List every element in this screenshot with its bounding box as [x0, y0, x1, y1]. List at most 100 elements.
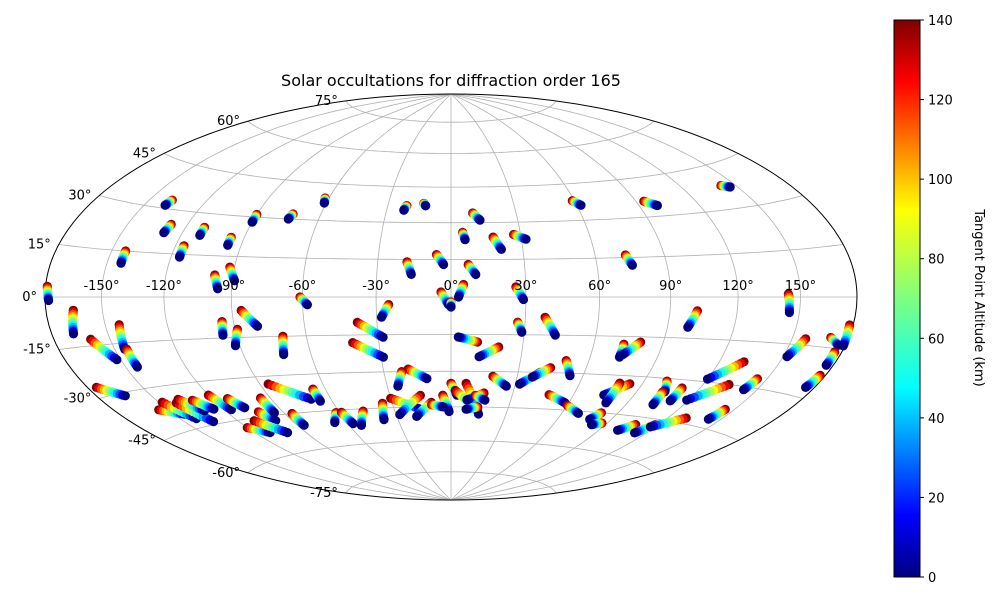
data-point	[247, 217, 257, 227]
occultation-track	[377, 398, 389, 425]
occultation-track	[352, 317, 388, 342]
lat-tick-label: 45°	[133, 147, 156, 162]
data-point	[223, 240, 233, 250]
data-point	[252, 321, 263, 331]
occultation-track	[468, 208, 485, 225]
lat-tick-label: -15°	[23, 343, 51, 358]
data-point	[438, 402, 448, 412]
data-point	[174, 252, 185, 262]
occultation-track	[453, 279, 469, 302]
occultation-track	[336, 407, 358, 429]
occultation-track	[703, 404, 730, 424]
occultation-track	[249, 416, 293, 438]
occultation-track	[222, 394, 250, 413]
occultation-track	[236, 305, 263, 331]
lon-tick-label: -90°	[217, 279, 245, 294]
occultation-track	[230, 324, 242, 351]
data-point	[462, 395, 472, 405]
occultation-track	[540, 312, 560, 340]
occultation-track	[308, 384, 325, 406]
occultation-track	[453, 332, 483, 347]
data-point	[627, 260, 638, 270]
parallel-line	[58, 244, 844, 260]
occultation-track	[665, 383, 687, 406]
data-point	[116, 258, 126, 268]
occultation-track	[645, 413, 691, 432]
data-point	[782, 352, 792, 362]
occultation-track	[223, 232, 236, 250]
data-point	[120, 391, 130, 401]
lon-tick-label: 0°	[444, 279, 459, 294]
data-point	[302, 300, 312, 310]
occultation-track	[801, 370, 825, 392]
data-point	[652, 200, 663, 211]
lon-tick-label: -150°	[83, 279, 119, 294]
data-point	[439, 259, 449, 270]
lon-tick-label: 30°	[514, 279, 537, 294]
data-point	[801, 382, 811, 392]
data-point	[601, 398, 611, 408]
data-point	[406, 269, 416, 279]
data-point	[330, 417, 340, 428]
colorbar-tick-label: 120	[928, 94, 953, 109]
data-point	[618, 350, 628, 360]
data-point	[379, 415, 389, 425]
occultation-track	[567, 196, 586, 210]
data-point	[378, 352, 388, 362]
data-point	[422, 374, 432, 384]
occultation-track	[42, 281, 54, 306]
occultation-track	[255, 393, 279, 418]
data-point	[648, 400, 658, 410]
data-point	[315, 396, 325, 406]
data-point	[453, 292, 464, 302]
data-point	[613, 425, 623, 435]
longitude-tick-labels: -150° -120° -90° -60° -30° 0° 30° 60° 90° 120° 150…	[83, 279, 816, 294]
parallel-line	[345, 471, 557, 494]
data-point	[229, 276, 240, 286]
occultation-track	[446, 297, 456, 312]
data-point	[527, 372, 537, 382]
data-point	[112, 355, 122, 365]
occultation-track	[527, 363, 556, 382]
occultation-track	[195, 222, 210, 240]
data-point	[682, 395, 692, 405]
lon-tick-label: 90°	[659, 279, 682, 294]
occultation-track	[716, 180, 735, 192]
occultation-track	[783, 289, 795, 318]
data-point	[412, 411, 422, 421]
lat-tick-label: 75°	[315, 94, 338, 109]
occultation-track	[217, 317, 228, 340]
colorbar-label: Tangent Point Altitude (km)	[971, 208, 986, 386]
occultation-track	[427, 400, 448, 412]
data-point	[725, 182, 735, 192]
occultation-track	[821, 347, 840, 370]
occultation-track	[330, 408, 341, 428]
lat-tick-label: 0°	[22, 290, 37, 305]
occultation-track	[295, 292, 312, 310]
data-point	[821, 360, 831, 370]
occultation-track	[562, 400, 584, 418]
data-point	[645, 422, 656, 432]
data-point	[586, 420, 597, 430]
lat-tick-label: 30°	[68, 189, 91, 204]
data-point	[282, 428, 293, 438]
data-point	[356, 420, 366, 430]
data-point	[460, 235, 470, 245]
occultation-track	[508, 229, 531, 244]
occultation-track	[86, 334, 122, 365]
occultation-track	[187, 395, 219, 414]
data-point	[446, 302, 456, 312]
data-point	[501, 381, 511, 391]
colorbar-tick-label: 40	[928, 412, 945, 427]
occultation-track	[287, 408, 309, 430]
occultation-track	[461, 402, 483, 414]
occultation-track	[395, 390, 425, 420]
colorbar-tick-label: 20	[928, 491, 945, 506]
occultation-track	[431, 250, 449, 270]
lat-tick-label: -30°	[64, 392, 92, 407]
occultation-track	[356, 406, 368, 430]
data-point	[230, 341, 241, 351]
parallel-line	[247, 440, 655, 474]
colorbar-tick-labels: 0 20 40 60 80 100 120 140	[920, 14, 953, 586]
